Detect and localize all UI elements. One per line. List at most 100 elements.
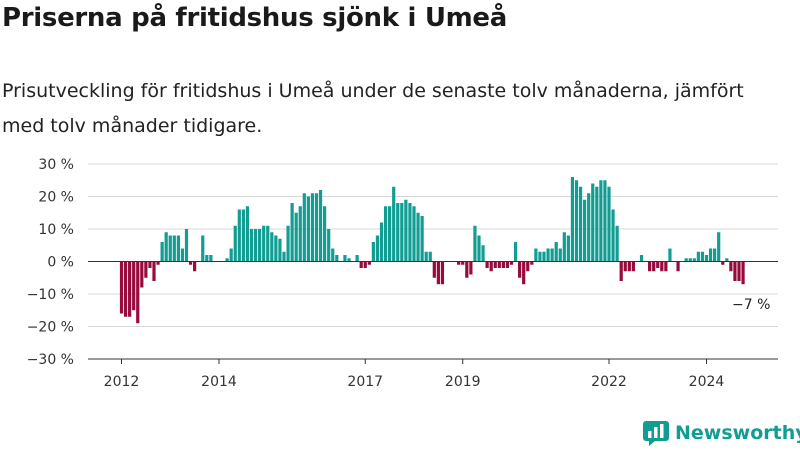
bar [123,261,128,317]
chart-title: Priserna på fritidshus sjönk i Umeå [2,3,508,33]
bar [286,225,290,262]
bar [148,261,152,268]
y-tick-label: 10 % [38,222,74,238]
bar [270,232,274,262]
bar [233,225,237,262]
bar [538,251,542,262]
bar [375,235,380,262]
bar [611,209,615,262]
bar [314,193,319,262]
bar [660,261,664,272]
x-tick-label: 2019 [445,374,481,390]
bar [193,261,197,272]
bar [457,261,461,265]
bar [631,261,635,272]
bar [388,206,392,262]
x-tick-label: 2014 [201,374,237,390]
x-tick-label: 2012 [104,374,140,390]
bar [343,255,347,262]
x-axis: 2012 2014 2017 2019 2022 2024 [104,359,725,390]
bar [656,261,660,268]
bar [180,248,185,262]
bar [262,225,266,262]
bar [627,261,631,272]
y-tick-label: 0 % [47,255,74,271]
bar [172,235,176,262]
bar [566,235,570,262]
bar [696,251,700,262]
bar [522,261,526,285]
bar [570,177,575,262]
bar [648,261,652,272]
bar [302,193,306,262]
bar [249,229,254,262]
bar [469,261,473,275]
bar [603,180,607,262]
bar [132,261,136,311]
bar [136,261,140,324]
bar [416,212,420,262]
bar [676,261,680,272]
bar [493,261,497,268]
bar [310,193,315,262]
bar [717,232,721,262]
bar [432,261,436,278]
bar [465,261,469,278]
bar [546,248,550,262]
bar [371,242,375,262]
bar [294,212,298,262]
x-tick-label: 2022 [591,374,627,390]
bar [140,261,144,288]
bar [481,245,485,262]
bar [128,261,132,317]
x-tick-label: 2024 [689,374,725,390]
bar [615,225,619,262]
bar [367,261,371,265]
bars [119,177,745,324]
bar [550,248,554,262]
bar [119,261,124,314]
bar [144,261,148,278]
bar [274,235,278,262]
bar [509,261,514,265]
bar [619,261,623,281]
bar [331,248,335,262]
bar [392,186,396,262]
bar [530,261,534,265]
bar [497,261,501,268]
bar [188,261,193,265]
bar [741,261,745,285]
bar [156,261,160,265]
bar [737,261,741,281]
bar [489,261,493,272]
annotations: −7 % [732,297,770,313]
bar [363,261,367,268]
bar [713,248,717,262]
bar [599,180,603,262]
bar [229,248,233,262]
bar [282,251,286,262]
bar [639,255,644,262]
bar [205,255,209,262]
bar [160,242,164,262]
bar [562,232,566,262]
bar [595,186,599,262]
bar [473,225,477,262]
bar [347,258,351,262]
bar [607,186,611,262]
bar [668,248,672,262]
bar [518,261,522,278]
bar [692,258,696,262]
gridlines [88,163,778,327]
newsworthy-logo-icon [643,421,669,446]
y-axis: 30 % 20 % 10 % 0 % −10 % −20 % −30 % [27,157,74,368]
bar [542,251,546,262]
x-tick-label: 2017 [347,374,383,390]
y-tick-label: 20 % [38,190,74,206]
bar [258,229,262,262]
bar [278,238,282,262]
bar [327,229,331,262]
bar [335,255,339,262]
bar [725,258,729,262]
bar [688,258,692,262]
